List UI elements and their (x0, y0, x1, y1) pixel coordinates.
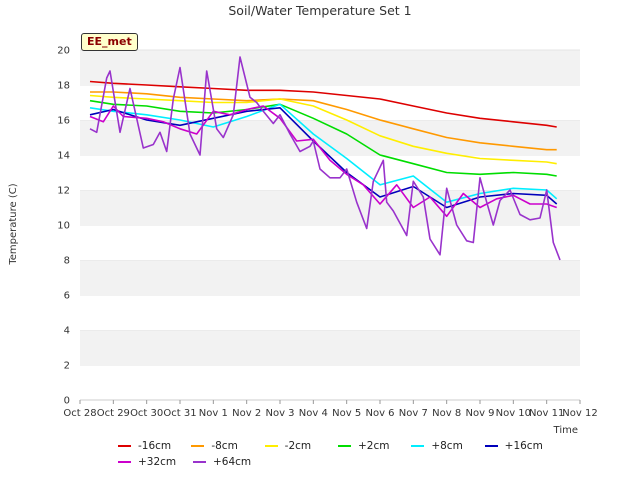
legend-label: -8cm (211, 440, 238, 452)
legend: -16cm -8cm -2cm +2cm +8cm +16cm +32cm +6… (118, 438, 558, 470)
x-axis-label: Time (553, 425, 578, 436)
grid-band (80, 120, 580, 155)
legend-swatch (118, 445, 131, 447)
legend-row-2: +32cm +64cm (118, 454, 558, 470)
grid-band (80, 260, 580, 295)
series-line-plus2cm (89, 99, 557, 177)
y-tick-label: 14 (57, 151, 70, 162)
legend-label: +8cm (431, 440, 463, 452)
x-tick-label: Nov 10 (496, 408, 531, 419)
legend-item-plus2cm: +2cm (337, 440, 411, 452)
x-tick-label: Nov 9 (465, 408, 494, 419)
x-tick-label: Nov 8 (432, 408, 461, 419)
grid-band (80, 50, 580, 85)
series-line-minus16cm (89, 80, 557, 128)
legend-item-minus2cm: -2cm (264, 440, 338, 452)
series-line-plus8cm (89, 103, 558, 203)
x-tick-label: Nov 4 (299, 408, 328, 419)
y-tick-label: 8 (64, 256, 70, 267)
legend-item-minus16cm: -16cm (118, 440, 191, 452)
legend-item-minus8cm: -8cm (191, 440, 264, 452)
x-tick-label: Nov 6 (365, 408, 394, 419)
legend-label: +64cm (213, 456, 252, 468)
legend-label: +2cm (357, 440, 390, 452)
y-tick-label: 12 (57, 186, 70, 197)
y-tick-label: 4 (64, 326, 70, 337)
legend-swatch (484, 445, 498, 447)
y-tick-label: 6 (64, 291, 70, 302)
x-tick-label: Oct 30 (130, 408, 163, 419)
series-line-plus64cm (89, 56, 561, 261)
legend-item-plus64cm: +64cm (193, 456, 268, 468)
x-tick-label: Nov 5 (332, 408, 361, 419)
grid-band (80, 85, 580, 120)
series-line-plus32cm (89, 105, 557, 218)
plot-lines (89, 56, 561, 261)
y-tick-label: 0 (64, 396, 70, 407)
x-tick-label: Nov 2 (232, 408, 261, 419)
legend-swatch (193, 461, 206, 463)
chart-title: Soil/Water Temperature Set 1 (228, 3, 411, 18)
y-tick-label: 2 (64, 361, 70, 372)
y-tick-label: 18 (57, 81, 70, 92)
grid-band (80, 295, 580, 330)
y-tick-label: 16 (57, 116, 70, 127)
y-axis-label: Temperature (C) (8, 183, 19, 265)
x-tick-label: Nov 1 (199, 408, 228, 419)
legend-row-1: -16cm -8cm -2cm +2cm +8cm +16cm (118, 438, 558, 454)
x-tick-label: Nov 11 (529, 408, 564, 419)
x-tick-label: Oct 29 (97, 408, 130, 419)
x-tick-label: Nov 3 (265, 408, 294, 419)
legend-swatch (337, 445, 351, 447)
y-axis-ticks: 0 2 4 6 8 10 12 14 16 18 20 (57, 46, 70, 407)
grid-bands (80, 49, 580, 401)
y-tick-label: 10 (57, 221, 70, 232)
legend-label: -2cm (284, 440, 312, 452)
grid-band (80, 330, 580, 365)
legend-item-plus32cm: +32cm (118, 456, 193, 468)
legend-swatch (191, 445, 205, 447)
grid-band (80, 365, 580, 400)
grid-band (80, 225, 580, 260)
x-tick-label: Oct 28 (63, 408, 96, 419)
legend-item-plus16cm: +16cm (484, 440, 558, 452)
legend-label: +32cm (138, 456, 177, 468)
x-tick-label: Nov 12 (562, 408, 597, 419)
legend-item-plus8cm: +8cm (411, 440, 484, 452)
series-line-minus2cm (89, 94, 557, 165)
legend-label: +16cm (504, 440, 543, 452)
station-badge: EE_met (81, 33, 138, 51)
x-axis-ticks: Oct 28 Oct 29 Oct 30 Oct 31 Nov 1 Nov 2 Nov 3 N… (63, 400, 598, 419)
x-tick-label: Oct 31 (163, 408, 196, 419)
y-tick-label: 20 (57, 46, 70, 57)
legend-swatch (264, 445, 278, 447)
x-tick-label: Nov 7 (399, 408, 428, 419)
series-line-minus8cm (90, 91, 557, 151)
legend-swatch (118, 461, 131, 463)
legend-label: -16cm (138, 440, 172, 452)
legend-swatch (411, 445, 425, 447)
